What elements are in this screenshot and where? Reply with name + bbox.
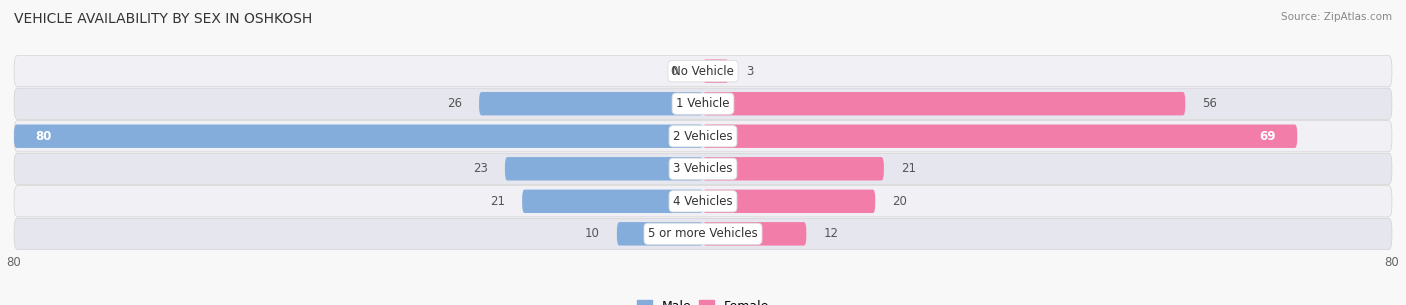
FancyBboxPatch shape (14, 124, 703, 148)
Text: VEHICLE AVAILABILITY BY SEX IN OSHKOSH: VEHICLE AVAILABILITY BY SEX IN OSHKOSH (14, 12, 312, 26)
Text: 12: 12 (824, 227, 838, 240)
FancyBboxPatch shape (14, 120, 1392, 152)
Text: 3 Vehicles: 3 Vehicles (673, 162, 733, 175)
FancyBboxPatch shape (703, 190, 875, 213)
Text: 3: 3 (747, 65, 754, 78)
FancyBboxPatch shape (14, 153, 1392, 185)
Text: 20: 20 (893, 195, 907, 208)
Text: 1 Vehicle: 1 Vehicle (676, 97, 730, 110)
FancyBboxPatch shape (14, 186, 1392, 217)
FancyBboxPatch shape (14, 88, 1392, 119)
FancyBboxPatch shape (703, 157, 884, 181)
Text: 21: 21 (901, 162, 917, 175)
Text: 10: 10 (585, 227, 599, 240)
FancyBboxPatch shape (703, 59, 728, 83)
Legend: Male, Female: Male, Female (631, 295, 775, 305)
FancyBboxPatch shape (479, 92, 703, 115)
FancyBboxPatch shape (703, 222, 807, 246)
FancyBboxPatch shape (703, 92, 1185, 115)
Text: No Vehicle: No Vehicle (672, 65, 734, 78)
FancyBboxPatch shape (522, 190, 703, 213)
Text: Source: ZipAtlas.com: Source: ZipAtlas.com (1281, 12, 1392, 22)
FancyBboxPatch shape (703, 124, 1298, 148)
Text: 69: 69 (1260, 130, 1275, 143)
Text: 26: 26 (447, 97, 461, 110)
FancyBboxPatch shape (14, 218, 1392, 249)
Text: 0: 0 (669, 65, 678, 78)
Text: 23: 23 (472, 162, 488, 175)
Text: 5 or more Vehicles: 5 or more Vehicles (648, 227, 758, 240)
Text: 4 Vehicles: 4 Vehicles (673, 195, 733, 208)
Text: 2 Vehicles: 2 Vehicles (673, 130, 733, 143)
FancyBboxPatch shape (14, 56, 1392, 87)
FancyBboxPatch shape (505, 157, 703, 181)
Text: 80: 80 (35, 130, 52, 143)
Text: 21: 21 (489, 195, 505, 208)
Text: 56: 56 (1202, 97, 1218, 110)
FancyBboxPatch shape (617, 222, 703, 246)
